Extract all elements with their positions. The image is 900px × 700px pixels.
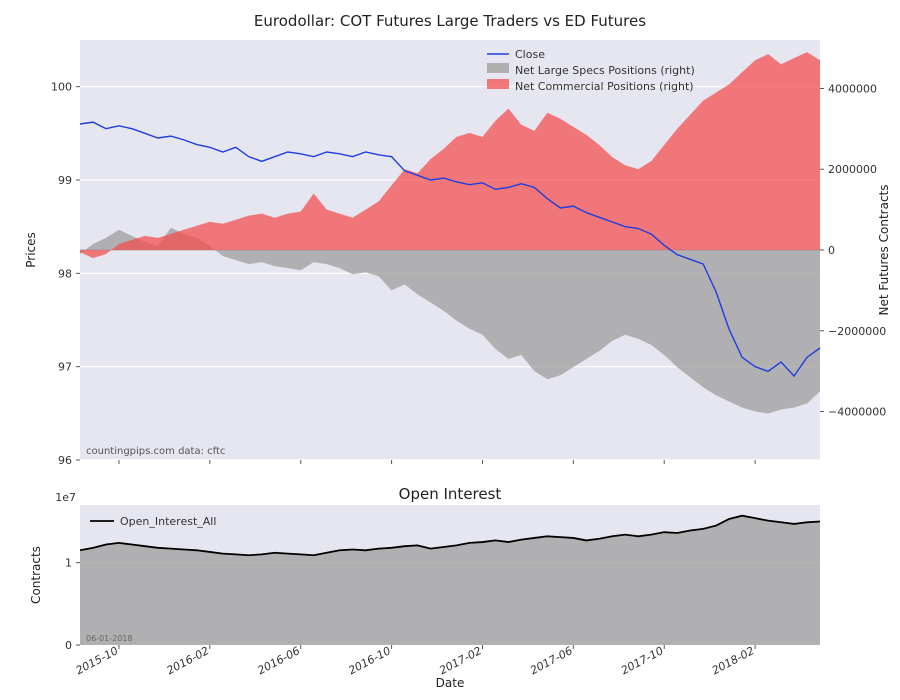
x-tick-label: 2016-02 bbox=[165, 644, 212, 677]
right-tick: −4000000 bbox=[828, 406, 886, 419]
legend-label: Net Large Specs Positions (right) bbox=[515, 64, 695, 77]
x-tick-label: 2016-10 bbox=[346, 644, 393, 677]
source-caption: countingpips.com data: cftc bbox=[86, 446, 225, 457]
right-tick: 4000000 bbox=[828, 82, 877, 95]
date-note: 06-01-2018 bbox=[86, 634, 133, 643]
legend-label: Close bbox=[515, 48, 545, 61]
bottom-ytick: 0 bbox=[65, 639, 72, 652]
x-axis-label: Date bbox=[436, 676, 465, 690]
bottom-title: Open Interest bbox=[399, 485, 502, 503]
x-tick-label: 2016-06 bbox=[255, 644, 302, 677]
left-tick: 98 bbox=[58, 267, 72, 280]
right-tick: −2000000 bbox=[828, 325, 886, 338]
bottom-ylabel: Contracts bbox=[29, 546, 43, 604]
x-tick-label: 2017-06 bbox=[528, 644, 575, 677]
x-tick-label: 2017-02 bbox=[437, 644, 484, 677]
left-tick: 96 bbox=[58, 454, 72, 467]
bottom-ytick: 1 bbox=[65, 557, 72, 570]
right-tick: 2000000 bbox=[828, 163, 877, 176]
x-tick-label: 2017-10 bbox=[619, 644, 666, 677]
oi-legend-label: Open_Interest_All bbox=[120, 515, 216, 528]
x-tick-label: 2018-02 bbox=[710, 644, 757, 677]
legend-label: Net Commercial Positions (right) bbox=[515, 80, 694, 93]
right-tick: 0 bbox=[828, 244, 835, 257]
left-tick: 97 bbox=[58, 361, 72, 374]
y-exp: 1e7 bbox=[55, 491, 76, 504]
left-axis-label: Prices bbox=[24, 232, 38, 268]
left-tick: 100 bbox=[51, 81, 72, 94]
chart-canvas: Eurodollar: COT Futures Large Traders vs… bbox=[0, 0, 900, 700]
top-title: Eurodollar: COT Futures Large Traders vs… bbox=[254, 12, 646, 30]
left-tick: 99 bbox=[58, 174, 72, 187]
x-tick-label: 2015-10 bbox=[74, 644, 121, 677]
right-axis-label: Net Futures Contracts bbox=[877, 184, 891, 315]
